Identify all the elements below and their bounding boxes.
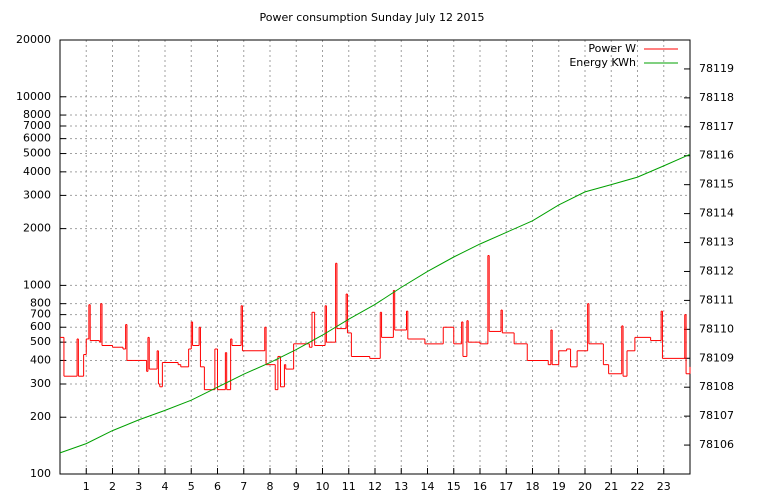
x-tick-label: 9 [293, 480, 300, 493]
y2-tick-label: 78111 [699, 293, 734, 306]
y2-tick-label: 78116 [699, 149, 734, 162]
y-tick-label: 600 [30, 320, 51, 333]
x-tick-label: 13 [394, 480, 408, 493]
y-tick-label: 6000 [23, 132, 51, 145]
y-tick-label: 10000 [16, 90, 51, 103]
y-tick-label: 500 [30, 335, 51, 348]
x-tick-label: 12 [368, 480, 382, 493]
x-tick-label: 3 [135, 480, 142, 493]
y-tick-label: 5000 [23, 147, 51, 160]
plot-frame [59, 39, 691, 475]
x-tick-label: 4 [162, 480, 169, 493]
x-tick-label: 17 [499, 480, 513, 493]
x-tick-label: 8 [267, 480, 274, 493]
y-tick-label: 100 [30, 467, 51, 480]
x-tick-label: 18 [526, 480, 540, 493]
y-tick-label: 400 [30, 353, 51, 366]
y2-tick-label: 78109 [699, 351, 734, 364]
chart-title: Power consumption Sunday July 12 2015 [260, 11, 485, 24]
x-tick-label: 16 [473, 480, 487, 493]
y2-tick-label: 78115 [699, 178, 734, 191]
x-tick-label: 22 [631, 480, 645, 493]
y-tick-label: 1000 [23, 278, 51, 291]
y2-tick-label: 78106 [699, 438, 734, 451]
x-tick-label: 1 [83, 480, 90, 493]
y2-tick-label: 78119 [699, 62, 734, 75]
x-tick-label: 14 [421, 480, 435, 493]
y2-tick-label: 78112 [699, 264, 734, 277]
x-tick-label: 2 [109, 480, 116, 493]
legend-label: Energy KWh [569, 56, 636, 69]
y-tick-label: 4000 [23, 165, 51, 178]
x-tick-label: 5 [188, 480, 195, 493]
x-tick-label: 15 [447, 480, 461, 493]
y-tick-label: 20000 [16, 33, 51, 46]
y2-tick-label: 78113 [699, 236, 734, 249]
y-tick-label: 3000 [23, 188, 51, 201]
y2-tick-label: 78110 [699, 322, 734, 335]
legend-label: Power W [588, 42, 636, 55]
x-tick-label: 10 [316, 480, 330, 493]
x-tick-label: 20 [578, 480, 592, 493]
y-tick-label: 2000 [23, 222, 51, 235]
energy-line [59, 153, 691, 454]
y-tick-label: 200 [30, 410, 51, 423]
y2-tick-label: 78107 [699, 409, 734, 422]
y2-tick-label: 78118 [699, 91, 734, 104]
x-tick-label: 19 [552, 480, 566, 493]
y-tick-label: 800 [30, 297, 51, 310]
x-tick-label: 7 [240, 480, 247, 493]
x-tick-label: 23 [657, 480, 671, 493]
y2-tick-label: 78117 [699, 120, 734, 133]
x-tick-label: 6 [214, 480, 221, 493]
x-tick-label: 11 [342, 480, 356, 493]
y-tick-label: 7000 [23, 119, 51, 132]
y2-tick-label: 78114 [699, 207, 734, 220]
y-tick-label: 8000 [23, 108, 51, 121]
y-tick-label: 300 [30, 377, 51, 390]
x-tick-label: 21 [604, 480, 618, 493]
y2-tick-label: 78108 [699, 380, 734, 393]
y-tick-label: 700 [30, 308, 51, 321]
